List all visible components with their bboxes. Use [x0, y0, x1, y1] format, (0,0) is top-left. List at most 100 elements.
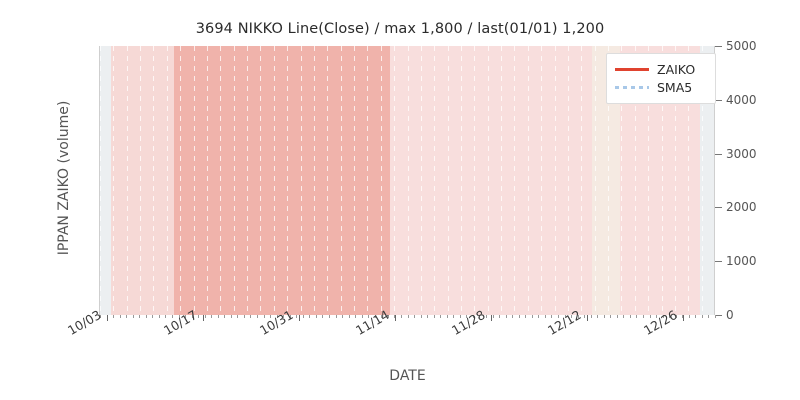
x-minor-tick: [303, 315, 304, 318]
x-minor-tick: [146, 315, 147, 318]
x-minor-tick: [597, 315, 598, 318]
x-major-tick: [683, 315, 685, 321]
x-minor-tick: [493, 315, 494, 318]
x-minor-tick: [159, 315, 160, 318]
grid-line: [461, 46, 462, 315]
x-major-tick: [107, 315, 109, 321]
x-minor-tick: [571, 315, 572, 318]
x-minor-tick: [244, 315, 245, 318]
x-minor-tick: [408, 315, 409, 318]
x-minor-tick: [630, 315, 631, 318]
grid-line: [568, 46, 569, 315]
grid-line: [394, 46, 395, 315]
grid-line: [220, 46, 221, 315]
x-minor-tick: [421, 315, 422, 318]
x-minor-tick: [179, 315, 180, 318]
x-minor-tick: [296, 315, 297, 318]
grid-line: [260, 46, 261, 315]
x-minor-tick: [250, 315, 251, 318]
x-minor-tick: [486, 315, 487, 318]
x-minor-tick: [277, 315, 278, 318]
x-minor-tick: [139, 315, 140, 318]
x-minor-tick: [460, 315, 461, 318]
x-minor-tick: [473, 315, 474, 318]
x-axis-label: DATE: [389, 368, 426, 384]
grid-line: [301, 46, 302, 315]
x-minor-tick: [695, 315, 696, 318]
grid-line: [434, 46, 435, 315]
x-minor-tick: [185, 315, 186, 318]
x-tick-label: 10/03: [65, 306, 105, 338]
grid-line: [354, 46, 355, 315]
x-minor-tick: [578, 315, 579, 318]
y-tick-label: 4000: [715, 93, 757, 107]
grid-line: [675, 46, 676, 315]
x-minor-tick: [381, 315, 382, 318]
x-minor-tick: [525, 315, 526, 318]
plot-area: [100, 46, 715, 315]
grid-line: [367, 46, 368, 315]
grid-line: [207, 46, 208, 315]
x-minor-tick: [342, 315, 343, 318]
grid-line: [541, 46, 542, 315]
x-minor-tick: [388, 315, 389, 318]
x-minor-tick: [434, 315, 435, 318]
x-minor-tick: [669, 315, 670, 318]
x-minor-tick: [198, 315, 199, 318]
chart-title: 3694 NIKKO Line(Close) / max 1,800 / las…: [195, 21, 605, 37]
x-minor-tick: [375, 315, 376, 318]
x-minor-tick: [702, 315, 703, 318]
x-minor-tick: [715, 315, 716, 318]
background-band: [100, 46, 112, 315]
x-minor-tick: [636, 315, 637, 318]
x-minor-tick: [126, 315, 127, 318]
x-minor-tick: [152, 315, 153, 318]
x-minor-tick: [172, 315, 173, 318]
grid-line: [474, 46, 475, 315]
x-minor-tick: [329, 315, 330, 318]
background-band: [390, 46, 592, 315]
x-minor-tick: [368, 315, 369, 318]
grid-line: [635, 46, 636, 315]
x-minor-tick: [264, 315, 265, 318]
x-minor-tick: [551, 315, 552, 318]
x-minor-tick: [610, 315, 611, 318]
grid-line: [153, 46, 154, 315]
x-minor-tick: [231, 315, 232, 318]
background-band: [111, 46, 174, 315]
x-major-tick: [299, 315, 301, 321]
x-minor-tick: [316, 315, 317, 318]
grid-line: [408, 46, 409, 315]
grid-line: [314, 46, 315, 315]
legend-item-zaiko[interactable]: ZAIKO: [615, 60, 707, 78]
x-minor-tick: [440, 315, 441, 318]
x-minor-tick: [617, 315, 618, 318]
x-minor-tick: [604, 315, 605, 318]
grid-line: [274, 46, 275, 315]
background-band: [699, 46, 715, 315]
grid-line: [167, 46, 168, 315]
grid-line: [381, 46, 382, 315]
grid-line: [608, 46, 609, 315]
grid-line: [180, 46, 181, 315]
x-minor-tick: [224, 315, 225, 318]
x-minor-tick: [479, 315, 480, 318]
x-minor-tick: [682, 315, 683, 318]
x-minor-tick: [211, 315, 212, 318]
x-minor-tick: [205, 315, 206, 318]
grid-line: [448, 46, 449, 315]
x-axis-ticks: 10/03 10/17 10/31 11/14 11/28 12/12 12/26: [65, 307, 716, 375]
legend-swatch-solid-icon: [615, 63, 649, 75]
chart-legend[interactable]: ZAIKO SMA5: [606, 53, 716, 104]
x-major-tick: [587, 315, 589, 321]
x-minor-tick: [643, 315, 644, 318]
x-minor-tick: [676, 315, 677, 318]
grid-line: [688, 46, 689, 315]
x-major-tick: [491, 315, 493, 321]
grid-line: [528, 46, 529, 315]
legend-item-sma5[interactable]: SMA5: [615, 78, 707, 96]
x-minor-tick: [290, 315, 291, 318]
x-minor-tick: [499, 315, 500, 318]
grid-line: [621, 46, 622, 315]
